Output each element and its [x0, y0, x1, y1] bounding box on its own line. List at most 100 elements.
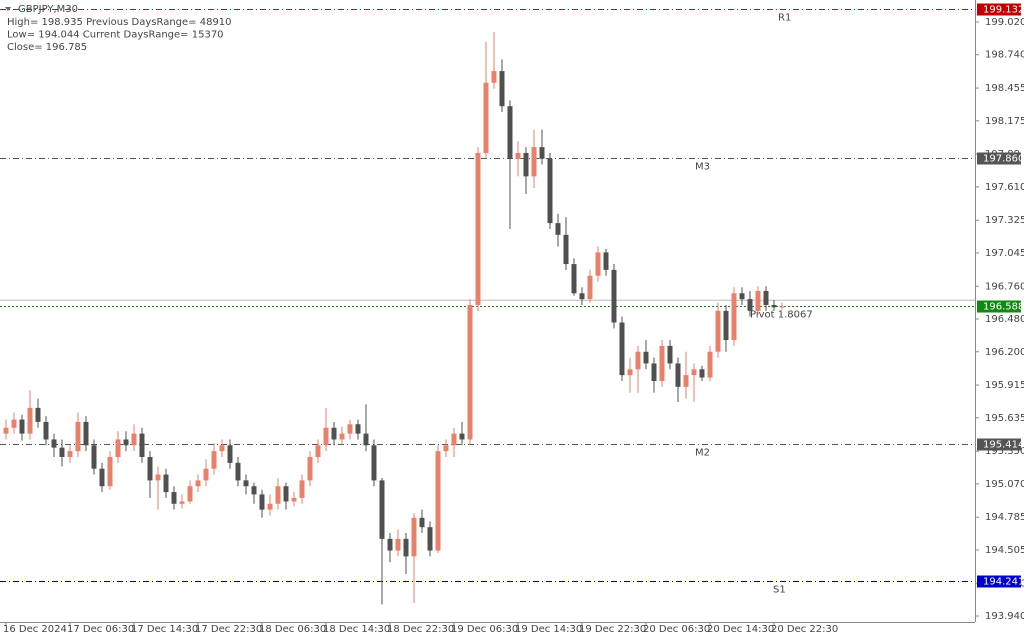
candle-body — [107, 456, 113, 487]
candle-body — [347, 424, 353, 434]
x-tick-label: 17 Dec 06:30 — [67, 624, 134, 635]
candle-body — [395, 538, 401, 551]
candle-body — [99, 468, 105, 487]
candle-body — [59, 447, 65, 457]
candle-body — [123, 439, 129, 446]
y-tick-label: 198.455 — [985, 83, 1024, 94]
candle-body — [731, 293, 737, 341]
info-line: Close= 196.785 — [7, 42, 87, 53]
x-tick-label: 20 Dec 22:30 — [771, 624, 838, 635]
price-box-label: 195.414 — [983, 440, 1024, 451]
candle-body — [371, 445, 377, 481]
candle-body — [363, 433, 369, 446]
x-tick-label: 19 Dec 06:30 — [451, 624, 518, 635]
candle-body — [3, 427, 9, 434]
candle-body — [635, 351, 641, 370]
candle-body — [243, 480, 249, 487]
candle-body — [563, 234, 569, 265]
y-tick-label: 196.200 — [985, 347, 1024, 358]
y-tick-label: 195.635 — [985, 413, 1024, 424]
candle-body — [323, 427, 329, 446]
candle-body — [51, 439, 57, 448]
candle-body — [643, 351, 649, 364]
price-box-label: 197.860 — [983, 154, 1024, 165]
candle-body — [219, 445, 225, 452]
candle-body — [155, 474, 161, 481]
candle-body — [147, 456, 153, 481]
candle-body — [443, 445, 449, 452]
price-box-label: 196.588 — [983, 302, 1024, 313]
candle-body — [19, 419, 25, 434]
candle-body — [131, 433, 137, 446]
candle-body — [603, 252, 609, 270]
price-box-label: 199.132 — [983, 5, 1024, 16]
candle-body — [283, 486, 289, 502]
candle-body — [515, 152, 521, 159]
candle-body — [459, 433, 465, 440]
candle-body — [75, 421, 81, 452]
candle-body — [779, 306, 785, 308]
x-tick-label: 18 Dec 14:30 — [323, 624, 390, 635]
candle-body — [211, 451, 217, 469]
info-line: High= 198.935 Previous DaysRange= 48910 — [7, 17, 232, 28]
y-tick-label: 195.915 — [985, 380, 1024, 391]
candle-body — [571, 264, 577, 294]
price-box — [977, 575, 1021, 588]
candle-body — [715, 310, 721, 352]
x-tick-label: 16 Dec 2024 — [3, 624, 67, 635]
candle-body — [763, 290, 769, 305]
level-label: M2 — [695, 448, 710, 459]
x-tick-label: 18 Dec 06:30 — [259, 624, 326, 635]
y-tick-label: 198.740 — [985, 50, 1024, 61]
candle-body — [611, 269, 617, 323]
candle-body — [275, 486, 281, 504]
candle-body — [627, 369, 633, 376]
candle-body — [555, 223, 561, 235]
symbol-dropdown-icon[interactable] — [5, 7, 11, 11]
candle-body — [619, 322, 625, 376]
candle-body — [579, 293, 585, 300]
y-tick-label: 198.175 — [985, 116, 1024, 127]
x-tick-label: 19 Dec 22:30 — [579, 624, 646, 635]
y-tick-label: 197.325 — [985, 215, 1024, 226]
candle-body — [227, 445, 233, 463]
y-tick-label: 194.505 — [985, 545, 1024, 556]
candle-body — [331, 427, 337, 440]
candle-body — [451, 433, 457, 446]
candle-body — [291, 497, 297, 502]
candle-body — [667, 345, 673, 364]
candle-body — [467, 304, 473, 440]
candle-body — [195, 480, 201, 487]
x-tick-label: 19 Dec 14:30 — [515, 624, 582, 635]
candle-body — [179, 501, 185, 504]
candle-body — [171, 492, 177, 504]
candle-body — [483, 82, 489, 153]
price-box — [977, 300, 1021, 313]
candle-body — [203, 468, 209, 481]
y-tick-label: 197.045 — [985, 248, 1024, 259]
candle-body — [299, 480, 305, 498]
candle-body — [587, 275, 593, 300]
y-tick-label: 197.610 — [985, 182, 1024, 193]
candle-body — [723, 310, 729, 341]
candle-body — [379, 480, 385, 539]
x-tick-label: 20 Dec 06:30 — [643, 624, 710, 635]
candle-body — [387, 538, 393, 551]
level-label: R1 — [778, 13, 791, 24]
candle-body — [539, 147, 545, 159]
y-tick-label: 199.020 — [985, 17, 1024, 28]
candle-body — [251, 486, 257, 495]
y-tick-label: 196.760 — [985, 281, 1024, 292]
candle-body — [11, 419, 17, 428]
candle-body — [491, 71, 497, 83]
candle-body — [595, 252, 601, 276]
candle-body — [43, 421, 49, 440]
candle-body — [315, 445, 321, 457]
candle-body — [547, 158, 553, 224]
candle-body — [235, 462, 241, 481]
price-box — [977, 3, 1021, 16]
candle-body — [435, 451, 441, 551]
